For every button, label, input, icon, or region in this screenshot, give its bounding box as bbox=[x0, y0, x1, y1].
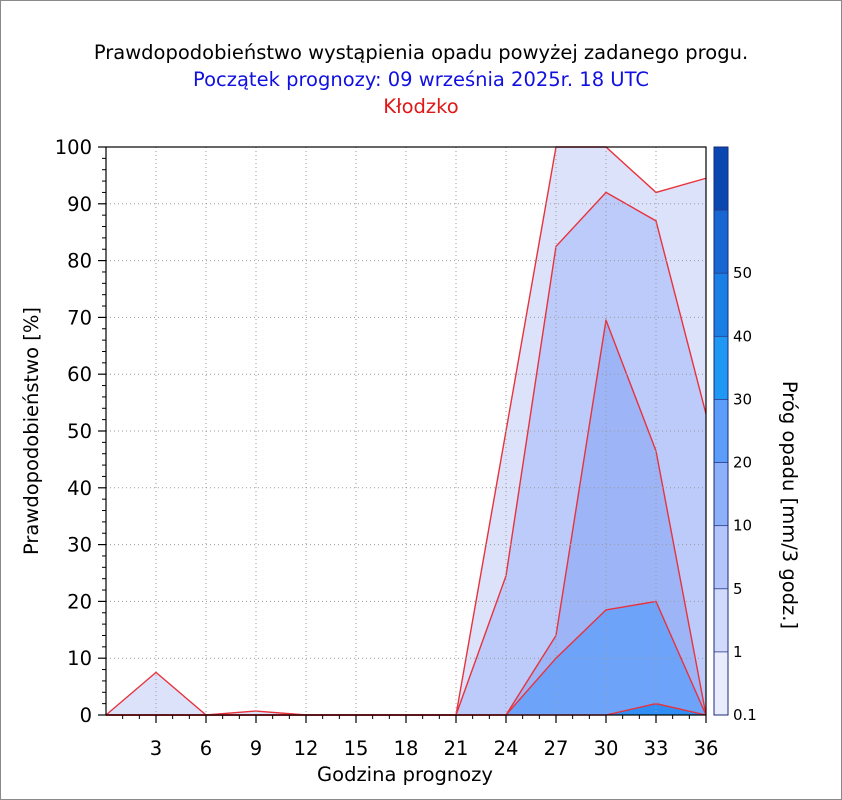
y-axis-ticks: 0 10 20 30 40 50 60 70 80 90 100 bbox=[55, 136, 106, 727]
colorbar-segment bbox=[714, 462, 728, 526]
y-tick-label: 100 bbox=[55, 136, 92, 159]
x-tick-label: 30 bbox=[594, 737, 619, 760]
chart-subtitle: Początek prognozy: 09 września 2025r. 18… bbox=[193, 68, 649, 91]
x-tick-label: 21 bbox=[444, 737, 469, 760]
colorbar-label: Próg opadu [mm/3 godz.] bbox=[778, 381, 801, 629]
colorbar-tick-label: 5 bbox=[733, 580, 743, 598]
colorbar-tick-label: 20 bbox=[733, 454, 752, 472]
x-tick-label: 27 bbox=[544, 737, 569, 760]
grid-lines bbox=[106, 147, 706, 715]
x-axis-label: Godzina prognozy bbox=[317, 763, 493, 786]
colorbar-segment bbox=[714, 588, 728, 652]
y-tick-label: 90 bbox=[67, 193, 92, 216]
colorbar-tick-label: 1 bbox=[733, 643, 743, 661]
area-threshold-10 bbox=[106, 601, 706, 715]
chart-title: Prawdopodobieństwo wystąpienia opadu pow… bbox=[93, 41, 749, 64]
x-tick-label: 6 bbox=[200, 737, 212, 760]
x-tick-label: 18 bbox=[394, 737, 419, 760]
x-tick-label: 36 bbox=[694, 737, 719, 760]
colorbar-segment bbox=[714, 651, 728, 715]
colorbar-segment bbox=[714, 210, 728, 274]
x-tick-label: 12 bbox=[294, 737, 319, 760]
y-tick-label: 10 bbox=[67, 647, 92, 670]
y-tick-label: 40 bbox=[67, 477, 92, 500]
colorbar-tick-label: 10 bbox=[733, 517, 752, 535]
y-tick-label: 70 bbox=[67, 306, 92, 329]
y-tick-label: 30 bbox=[67, 534, 92, 557]
y-tick-label: 0 bbox=[80, 704, 92, 727]
colorbar-segment bbox=[714, 336, 728, 400]
y-tick-label: 80 bbox=[67, 250, 92, 273]
x-tick-label: 15 bbox=[344, 737, 369, 760]
area-threshold-20 bbox=[106, 703, 706, 715]
colorbar-tick-label: 0.1 bbox=[733, 706, 757, 724]
colorbar-segment bbox=[714, 399, 728, 463]
colorbar: 0.1 1 5 10 20 30 40 50 bbox=[713, 146, 757, 724]
x-tick-label: 3 bbox=[150, 737, 162, 760]
colorbar-segment bbox=[714, 273, 728, 337]
colorbar-tick-label: 50 bbox=[733, 264, 752, 282]
y-axis-label: Prawdopodobieństwo [%] bbox=[20, 307, 43, 555]
colorbar-tick-label: 40 bbox=[733, 327, 752, 345]
x-tick-label: 24 bbox=[494, 737, 519, 760]
y-tick-label: 20 bbox=[67, 590, 92, 613]
x-axis-ticks: 3 6 9 12 15 18 21 24 27 30 33 36 bbox=[122, 715, 719, 760]
y-tick-label: 60 bbox=[67, 363, 92, 386]
x-tick-label: 33 bbox=[644, 737, 669, 760]
y-tick-label: 50 bbox=[67, 420, 92, 443]
colorbar-segment bbox=[714, 525, 728, 589]
colorbar-border bbox=[713, 146, 729, 716]
colorbar-tick-label: 30 bbox=[733, 390, 752, 408]
chart-location: Kłodzko bbox=[383, 95, 459, 118]
x-tick-label: 9 bbox=[250, 737, 262, 760]
colorbar-segment bbox=[714, 147, 728, 211]
